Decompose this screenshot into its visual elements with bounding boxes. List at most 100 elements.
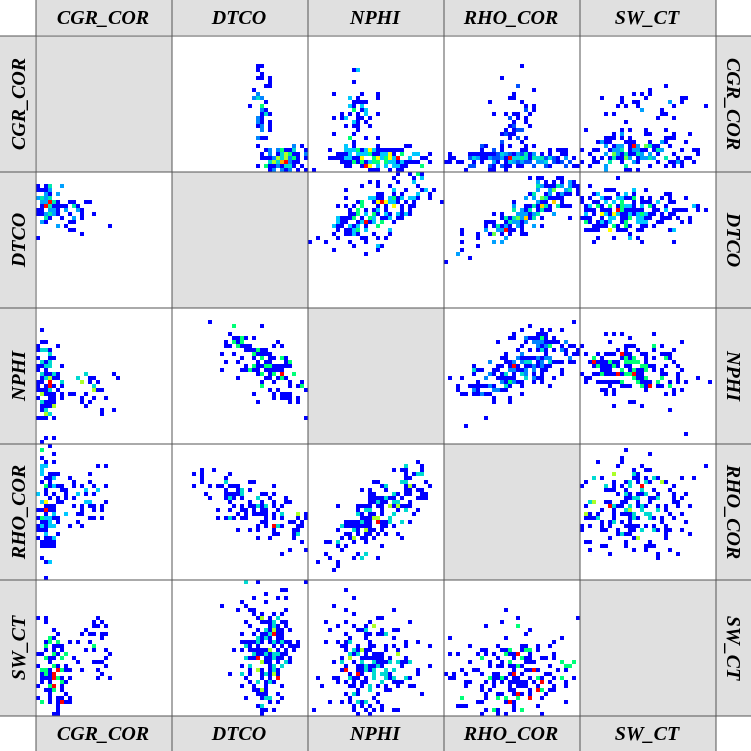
- density-cell: [584, 128, 588, 132]
- density-cell: [596, 200, 600, 204]
- density-cell: [404, 640, 408, 644]
- density-cell: [664, 536, 668, 540]
- density-cell: [408, 196, 412, 200]
- density-cell: [444, 160, 448, 164]
- density-cell: [264, 524, 268, 528]
- density-cell: [680, 388, 684, 392]
- density-cell: [392, 644, 396, 648]
- density-cell: [652, 528, 656, 532]
- density-cell: [380, 660, 384, 664]
- density-cell: [276, 148, 280, 152]
- density-cell: [532, 212, 536, 216]
- density-cell: [376, 192, 380, 196]
- density-cell: [328, 156, 332, 160]
- density-cell: [336, 216, 340, 220]
- density-cell: [252, 596, 256, 600]
- bottom-header-strip: [36, 716, 716, 751]
- density-cell: [532, 336, 536, 340]
- density-cell: [536, 364, 540, 368]
- density-cell: [500, 156, 504, 160]
- density-cell: [608, 216, 612, 220]
- density-cell: [360, 164, 364, 168]
- density-cell: [408, 144, 412, 148]
- density-cell: [348, 232, 352, 236]
- density-cell: [80, 380, 84, 384]
- density-cell: [600, 544, 604, 548]
- density-cell: [40, 472, 44, 476]
- density-cell: [632, 372, 636, 376]
- density-cell: [524, 372, 528, 376]
- density-cell: [44, 184, 48, 188]
- density-cell: [256, 652, 260, 656]
- density-cell: [364, 236, 368, 240]
- density-cell: [40, 448, 44, 452]
- density-cell: [268, 616, 272, 620]
- density-cell: [668, 488, 672, 492]
- density-cell: [212, 468, 216, 472]
- density-cell: [264, 148, 268, 152]
- density-cell: [624, 448, 628, 452]
- density-cell: [592, 160, 596, 164]
- density-cell: [352, 612, 356, 616]
- density-cell: [60, 204, 64, 208]
- density-cell: [52, 516, 56, 520]
- density-cell: [380, 196, 384, 200]
- density-cell: [48, 352, 52, 356]
- density-cell: [536, 360, 540, 364]
- density-cell: [484, 220, 488, 224]
- density-cell: [260, 104, 264, 108]
- density-cell: [660, 520, 664, 524]
- density-cell: [356, 672, 360, 676]
- density-cell: [528, 176, 532, 180]
- density-cell: [588, 184, 592, 188]
- density-cell: [240, 684, 244, 688]
- density-cell: [484, 392, 488, 396]
- density-cell: [48, 660, 52, 664]
- density-cell: [224, 496, 228, 500]
- density-cell: [636, 104, 640, 108]
- density-cell: [396, 680, 400, 684]
- density-cell: [336, 224, 340, 228]
- density-cell: [376, 144, 380, 148]
- density-cell: [680, 148, 684, 152]
- density-cell: [228, 500, 232, 504]
- density-cell: [628, 236, 632, 240]
- density-cell: [384, 236, 388, 240]
- density-cell: [640, 92, 644, 96]
- density-cell: [464, 392, 468, 396]
- density-cell: [228, 332, 232, 336]
- density-cell: [364, 220, 368, 224]
- density-cell: [272, 668, 276, 672]
- density-cell: [200, 480, 204, 484]
- density-cell: [380, 152, 384, 156]
- density-cell: [520, 160, 524, 164]
- density-cell: [364, 240, 368, 244]
- density-cell: [384, 520, 388, 524]
- density-cell: [344, 124, 348, 128]
- density-cell: [508, 132, 512, 136]
- density-cell: [48, 672, 52, 676]
- density-cell: [360, 108, 364, 112]
- density-cell: [636, 168, 640, 172]
- density-cell: [384, 160, 388, 164]
- density-cell: [372, 232, 376, 236]
- density-cell: [500, 148, 504, 152]
- density-cell: [276, 616, 280, 620]
- density-cell: [88, 500, 92, 504]
- density-cell: [552, 188, 556, 192]
- density-cell: [628, 140, 632, 144]
- bottom-label-cgr-cor: CGR_COR: [57, 723, 149, 745]
- density-cell: [540, 680, 544, 684]
- density-cell: [540, 152, 544, 156]
- density-cell: [240, 640, 244, 644]
- density-cell: [340, 700, 344, 704]
- density-cell: [620, 156, 624, 160]
- density-cell: [340, 224, 344, 228]
- density-cell: [76, 512, 80, 516]
- density-cell: [256, 116, 260, 120]
- density-cell: [584, 220, 588, 224]
- density-cell: [636, 148, 640, 152]
- density-cell: [664, 164, 668, 168]
- density-cell: [76, 520, 80, 524]
- density-cell: [568, 344, 572, 348]
